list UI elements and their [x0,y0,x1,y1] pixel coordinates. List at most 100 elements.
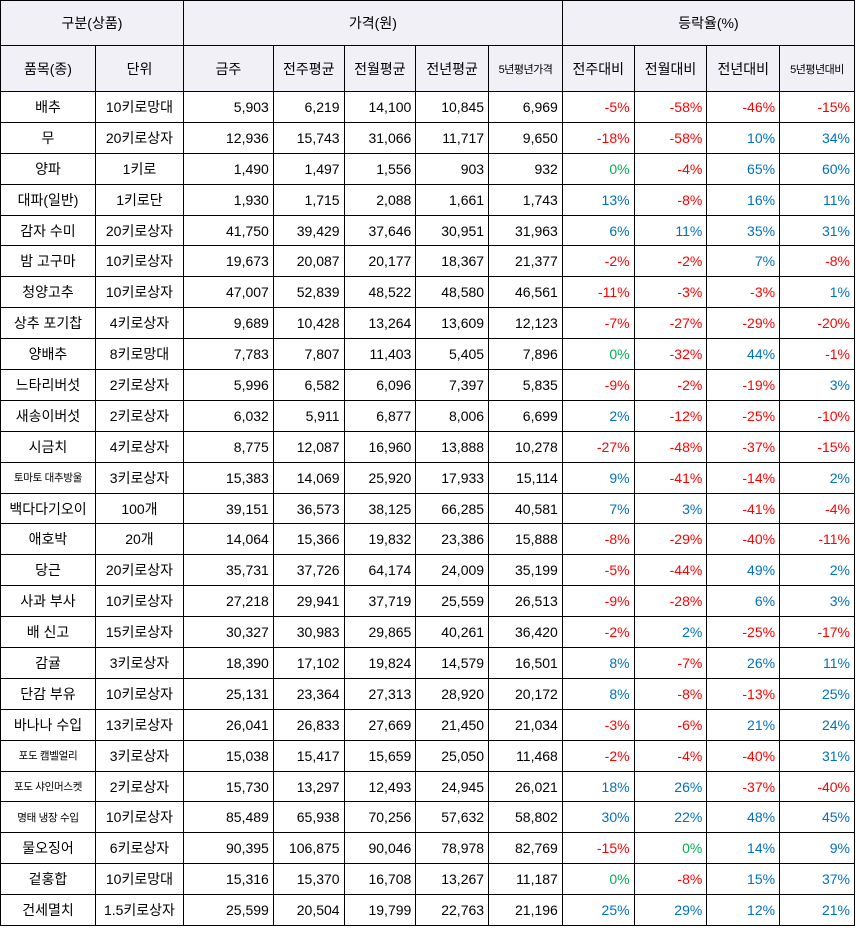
cell-change-vs-5yr-avg: 60% [779,152,855,185]
cell-price-this-week: 47,007 [182,276,274,309]
cell-price-prev-week-avg: 20,087 [272,245,345,278]
header-this-week: 금주 [182,45,274,92]
cell-price-prev-week-avg: 15,743 [272,121,345,154]
cell-item: 청양고추 [0,276,96,309]
cell-price-prev-week-avg: 23,364 [272,677,345,710]
cell-price-prev-month-avg: 70,256 [343,801,417,834]
cell-price-this-week: 1,490 [182,152,274,185]
cell-price-5yr-avg: 26,021 [488,770,563,803]
cell-item: 바나나 수입 [0,708,96,741]
cell-price-prev-week-avg: 7,807 [272,338,345,371]
cell-price-5yr-avg: 16,501 [488,647,563,679]
cell-change-vs-prev-month: -4% [633,152,708,185]
cell-change-vs-prev-year: 15% [706,863,781,896]
cell-change-vs-prev-year: 48% [706,801,781,834]
header-group-category: 구분(상품) [0,0,184,46]
cell-change-vs-prev-year: 65% [706,152,781,185]
cell-price-prev-week-avg: 1,715 [272,183,345,216]
cell-unit: 20개 [94,523,184,556]
cell-item: 대파(일반) [0,183,96,216]
cell-change-vs-prev-week: -8% [561,523,635,556]
cell-change-vs-prev-month: -29% [633,523,708,556]
cell-item: 느타리버섯 [0,369,96,401]
cell-change-vs-prev-year: 6% [706,585,781,618]
cell-price-prev-week-avg: 36,573 [272,492,345,525]
cell-change-vs-prev-month: -4% [633,739,708,772]
cell-change-vs-prev-year: 26% [706,647,781,679]
table-row: 무 20키로상자 12,936 15,743 31,066 11,717 9,650 -18%… [0,121,855,154]
cell-unit: 20키로상자 [94,214,184,247]
table-row: 애호박 20개 14,064 15,366 19,832 23,386 15,888 -8% -… [0,523,855,556]
cell-change-vs-prev-week: 25% [561,894,635,927]
cell-item: 배추 [0,91,96,123]
cell-change-vs-prev-year: -46% [706,91,781,123]
cell-change-vs-prev-week: 8% [561,677,635,710]
cell-change-vs-prev-month: -58% [633,91,708,123]
cell-unit: 10키로상자 [94,677,184,710]
cell-price-5yr-avg: 21,034 [488,708,563,741]
table-row: 상추 포기찹 4키로상자 9,689 10,428 13,264 13,609 12,123… [0,307,855,340]
cell-price-this-week: 5,996 [182,369,274,401]
cell-price-prev-week-avg: 20,504 [272,894,345,927]
cell-price-prev-week-avg: 15,417 [272,739,345,772]
cell-price-5yr-avg: 82,769 [488,832,563,865]
cell-price-prev-year-avg: 5,405 [415,338,490,371]
cell-change-vs-prev-week: 0% [561,152,635,185]
cell-price-this-week: 7,783 [182,338,274,371]
cell-item: 토마토 대추방울 [0,461,96,494]
cell-price-prev-week-avg: 1,497 [272,152,345,185]
cell-change-vs-prev-year: 49% [706,554,781,587]
cell-price-5yr-avg: 21,377 [488,245,563,278]
cell-unit: 1키로 [94,152,184,185]
cell-price-5yr-avg: 31,963 [488,214,563,247]
table-row: 명태 냉장 수입 10키로상자 85,489 65,938 70,256 57,632 58… [0,801,855,834]
cell-unit: 8키로망대 [94,338,184,371]
cell-price-5yr-avg: 9,650 [488,121,563,154]
cell-unit: 13키로상자 [94,708,184,741]
cell-unit: 10키로상자 [94,585,184,618]
cell-change-vs-5yr-avg: 2% [779,554,855,587]
cell-price-5yr-avg: 5,835 [488,369,563,401]
cell-change-vs-prev-week: -9% [561,585,635,618]
table-body: 배추 10키로망대 5,903 6,219 14,100 10,845 6,969 -5% -5… [0,91,855,927]
header-unit: 단위 [94,45,184,92]
cell-change-vs-prev-month: 29% [633,894,708,927]
cell-change-vs-5yr-avg: 11% [779,647,855,679]
cell-price-prev-month-avg: 12,493 [343,770,417,803]
cell-price-prev-week-avg: 37,726 [272,554,345,587]
cell-unit: 2키로상자 [94,369,184,401]
cell-change-vs-prev-year: 21% [706,708,781,741]
cell-change-vs-5yr-avg: -11% [779,523,855,556]
cell-item: 사과 부사 [0,585,96,618]
table-row: 포도 캠벨얼리 3키로상자 15,038 15,417 15,659 25,050 11,4… [0,739,855,772]
cell-change-vs-prev-year: 14% [706,832,781,865]
cell-price-5yr-avg: 36,420 [488,616,563,649]
cell-change-vs-prev-week: -5% [561,554,635,587]
cell-change-vs-prev-week: 18% [561,770,635,803]
cell-price-prev-week-avg: 29,941 [272,585,345,618]
cell-change-vs-5yr-avg: -4% [779,492,855,525]
cell-price-prev-year-avg: 25,559 [415,585,490,618]
cell-price-prev-year-avg: 40,261 [415,616,490,649]
cell-price-this-week: 15,383 [182,461,274,494]
header-row-groups: 구분(상품) 가격(원) 등락율(%) [0,0,856,46]
cell-item: 건세멸치 [0,894,96,927]
cell-item: 포도 캠벨얼리 [0,739,96,772]
header-row-columns: 품목(종) 단위 금주 전주평균 전월평균 전년평균 5년평년가격 전주대비 전… [0,45,855,92]
cell-price-this-week: 14,064 [182,523,274,556]
cell-item: 물오징어 [0,832,96,865]
cell-change-vs-prev-year: -25% [706,616,781,649]
cell-change-vs-prev-year: 35% [706,214,781,247]
cell-item: 새송이버섯 [0,399,96,432]
cell-change-vs-prev-month: 2% [633,616,708,649]
cell-change-vs-prev-week: -7% [561,307,635,340]
cell-unit: 4키로상자 [94,307,184,340]
cell-item: 애호박 [0,523,96,556]
cell-price-5yr-avg: 6,699 [488,399,563,432]
header-group-price: 가격(원) [182,0,563,46]
cell-change-vs-prev-week: -15% [561,832,635,865]
cell-unit: 1키로단 [94,183,184,216]
cell-change-vs-5yr-avg: 45% [779,801,855,834]
cell-change-vs-5yr-avg: -20% [779,307,855,340]
cell-price-prev-month-avg: 64,174 [343,554,417,587]
